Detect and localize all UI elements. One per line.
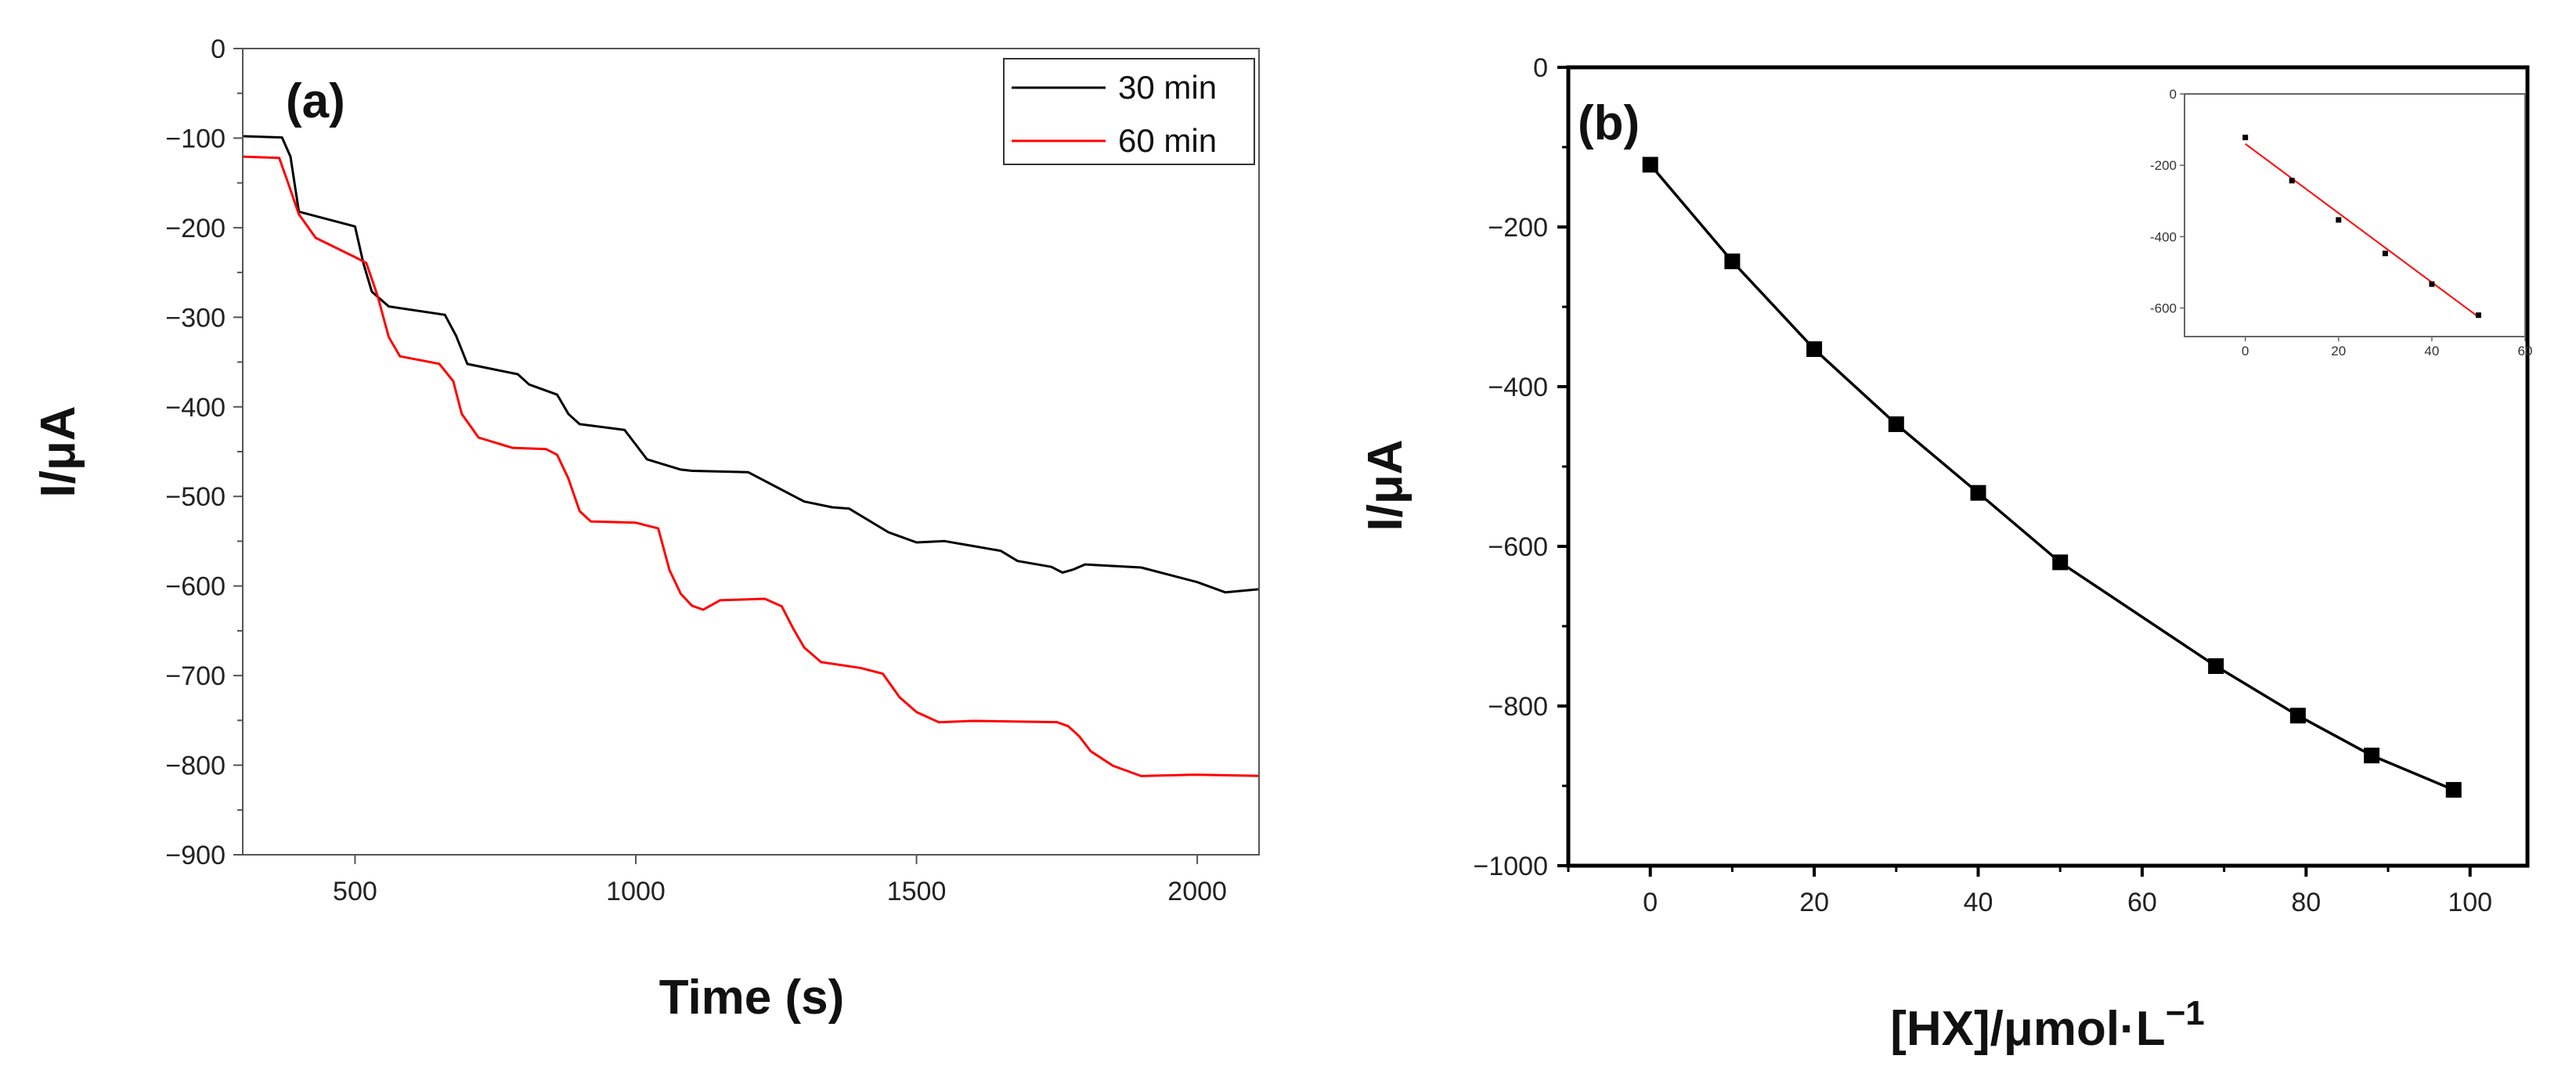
chart-a-ytick-label: −100 [165, 124, 225, 153]
chart-b-inset-point [2382, 250, 2388, 257]
chart-a-ytick-label: −700 [165, 661, 225, 691]
chart-a-xtick-label: 2000 [1167, 877, 1227, 906]
chart-b-inset-point [2336, 217, 2342, 223]
chart-b-xlabel-superscript: −1 [2166, 994, 2205, 1032]
chart-a-ytick-label: −800 [165, 751, 225, 781]
chart-a-ytick-label: −500 [165, 482, 225, 512]
chart-b-inset-point [2429, 281, 2435, 287]
chart-a-panel-label: (a) [286, 74, 345, 128]
chart-b-xtick-label: 40 [1964, 888, 1993, 917]
chart-a-legend-label-30min: 30 min [1118, 69, 1217, 106]
chart-a-ticks: 0 −100 −200 −300 −400 −500 −600 −700 −800 −900 500… [165, 34, 1227, 906]
chart-b-inset-xtick-label: 0 [2242, 344, 2249, 358]
chart-b-ticks: 0 −200 −400 −600 −800 −1000 0 20 40 60 80 100 [1474, 53, 2493, 917]
chart-b-series-group [1642, 157, 2462, 798]
chart-b-inset-frame [2184, 93, 2526, 337]
chart-b-inset-xtick-label: 60 [2518, 344, 2533, 358]
chart-b-ytick-label: −1000 [1474, 852, 1549, 881]
chart-b-xtick-label: 20 [1799, 888, 1829, 917]
chart-b-inset-xtick-label: 40 [2424, 344, 2439, 358]
chart-b-point [2289, 708, 2306, 724]
chart-a-series-group [242, 135, 1260, 777]
chart-a: 0 −100 −200 −300 −400 −500 −600 −700 −800 −900 500… [31, 34, 1260, 1025]
chart-a-xlabel: Time (s) [659, 971, 845, 1025]
chart-b-xlabel: [HX]/μmol·L−1 [1890, 994, 2205, 1056]
chart-b-inset-point [2289, 178, 2295, 184]
chart-a-xtick-label: 1500 [887, 877, 947, 906]
chart-a-frame [242, 48, 1260, 856]
chart-b-ylabel: I/μA [1358, 439, 1412, 531]
chart-b-point [1806, 341, 1823, 358]
chart-b-inset-ticks: 0 -200 -400 -600 0 20 40 60 [2150, 87, 2532, 358]
chart-b-inset-ytick-label: -400 [2150, 229, 2177, 244]
chart-b-xtick-label: 0 [1643, 888, 1658, 917]
chart-b-inset-xtick-label: 20 [2331, 344, 2346, 358]
chart-a-xtick-label: 500 [333, 877, 377, 906]
chart-b-inset-fit-line [2245, 143, 2480, 318]
chart-a-ytick-label: −400 [165, 393, 225, 423]
chart-b-ytick-label: 0 [1533, 53, 1548, 83]
chart-b-point [2208, 658, 2224, 674]
chart-b-line [1649, 164, 2455, 791]
chart-b-point [1888, 416, 1904, 432]
chart-b-inset-point [2242, 135, 2249, 141]
chart-b-xlabel-main: [HX]/μmol·L [1890, 1002, 2165, 1056]
chart-a-xtick-label: 1000 [606, 877, 666, 906]
chart-a-legend-box [1003, 58, 1255, 165]
chart-b-xtick-label: 100 [2448, 888, 2492, 917]
chart-a-ytick-label: −900 [165, 841, 225, 870]
chart-b-inset-ytick-label: 0 [2170, 87, 2177, 102]
chart-b-panel-label: (b) [1578, 96, 1640, 150]
chart-b-point [1642, 157, 1658, 173]
chart-b-inset-point [2475, 312, 2481, 319]
chart-b-point [1970, 485, 1986, 501]
chart-a-series-60-min [242, 155, 1260, 777]
chart-a-ytick-label: 0 [211, 34, 225, 64]
chart-b-inset-ytick-label: -600 [2150, 301, 2177, 316]
chart-a-legend-label-60min: 60 min [1118, 122, 1217, 159]
chart-b-ytick-label: −600 [1488, 532, 1548, 562]
chart-b-point [2052, 554, 2069, 571]
chart-b-ytick-label: −400 [1488, 373, 1548, 402]
chart-b-point [2445, 782, 2462, 798]
chart-b: 0 −200 −400 −600 −800 −1000 0 20 40 60 80 100 (b) [… [1358, 53, 2532, 1056]
chart-a-legend: 30 min 60 min [1003, 58, 1255, 165]
chart-b-inset-ytick-label: -200 [2150, 158, 2177, 173]
chart-a-ytick-label: −200 [165, 214, 225, 243]
chart-b-inset: 0 -200 -400 -600 0 20 40 60 [2150, 87, 2532, 358]
chart-b-xtick-label: 60 [2127, 888, 2157, 917]
chart-a-series-30-min [242, 135, 1260, 594]
chart-b-ytick-label: −800 [1488, 692, 1548, 722]
chart-a-ytick-label: −300 [165, 303, 225, 333]
chart-b-ytick-label: −200 [1488, 213, 1548, 243]
chart-b-point [1724, 253, 1741, 269]
chart-b-xtick-label: 80 [2291, 888, 2321, 917]
chart-a-ylabel: I/μA [31, 405, 85, 497]
chart-a-ytick-label: −600 [165, 572, 225, 602]
chart-b-point [2364, 748, 2380, 764]
chart-b-inset-series [2242, 135, 2481, 319]
